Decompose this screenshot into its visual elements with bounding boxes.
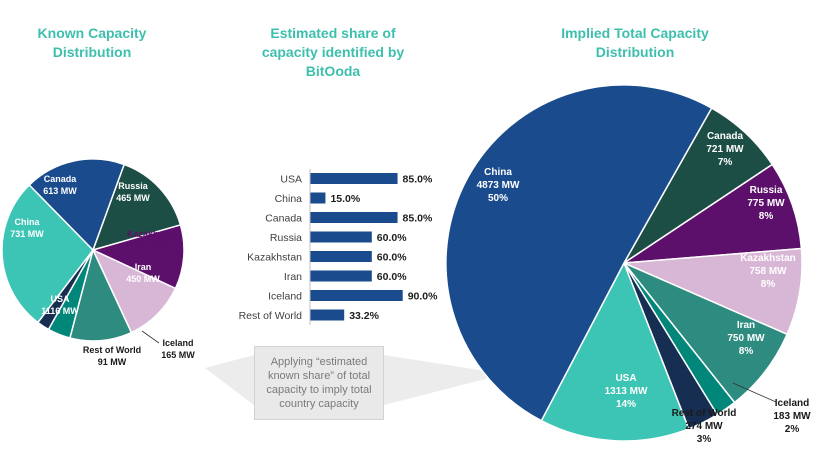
right-pie-iceland-slice-value-label: 183 MW: [773, 411, 811, 422]
bar-iceland: [310, 290, 403, 301]
left-pie-china-slice-value-label: 731 MW: [10, 229, 44, 239]
bar-category-label: Canada: [265, 213, 302, 225]
bar-rest-of-world: [310, 309, 345, 321]
right-pie-kazakhstan-slice-name-label: Kazakhstan: [740, 253, 796, 264]
left-pie-iran-slice-value-label: 450 MW: [126, 274, 160, 284]
right-pie-usa-slice-percent-label: 14%: [616, 399, 636, 410]
bar-category-label: USA: [280, 174, 302, 186]
left-pie-kazakhstan-slice-value-label: 455 MW: [135, 241, 169, 251]
right-pie-kazakhstan-slice-value-label: 758 MW: [749, 266, 787, 277]
bar-category-label: Russia: [270, 232, 302, 244]
right-pie-iran-slice-percent-label: 8%: [739, 346, 754, 357]
left-pie-rest-of-world-slice-value-label: 91 MW: [98, 357, 127, 367]
known-capacity-pie: Canada 613 MW Russia 465 MW Kazakhstan 455 MW…: [1, 158, 195, 367]
right-pie-china-slice-value-label: 4873 MW: [477, 180, 520, 191]
left-pie-slice-russia: [90, 224, 185, 290]
left-pie-russia-slice-value-label: 465 MW: [116, 193, 150, 203]
bar-category-label: China: [275, 193, 303, 205]
bar-category-label: Kazakhstan: [247, 252, 302, 264]
callout-pointer-left: [205, 355, 254, 405]
right-pie-usa-slice-name-label: USA: [615, 373, 636, 384]
bar-value-label: 60.0%: [377, 232, 407, 244]
right-pie-iran-slice-value-label: 750 MW: [727, 333, 765, 344]
bar-value-label: 15.0%: [330, 193, 360, 205]
bar-canada: [310, 212, 398, 223]
bar-category-label: Rest of World: [239, 310, 303, 322]
bar-category-label: Iran: [284, 271, 302, 283]
right-pie-rest-of-world-slice-percent-label: 3%: [697, 434, 712, 445]
right-pie-canada-slice-value-label: 721 MW: [706, 144, 744, 155]
left-pie-iceland-slice-value-label: 165 MW: [161, 350, 195, 360]
estimated-share-bar-chart: USA 85.0% China 15.0% Canada 85.0% Russia 60.0%…: [239, 169, 438, 325]
bar-iran: [310, 270, 372, 282]
right-pie-iceland-slice-name-label: Iceland: [775, 398, 809, 409]
bar-value-label: 90.0%: [408, 291, 438, 303]
right-pie-slice-china: [445, 84, 713, 422]
right-pie-iceland-slice-percent-label: 2%: [785, 424, 800, 435]
left-pie-iceland-slice-name-label: Iceland: [162, 338, 193, 348]
bar-value-label: 33.2%: [349, 310, 379, 322]
title-line: Estimated share of: [270, 25, 396, 41]
left-pie-russia-slice-name-label: Russia: [118, 181, 149, 191]
left-pie-rest-of-world-slice-name-label: Rest of World: [83, 345, 141, 355]
left-pie-usa-slice-value-label: 1116 MW: [41, 306, 79, 316]
right-pie-china-slice-name-label: China: [484, 167, 512, 178]
right-pie-china-slice-percent-label: 50%: [488, 193, 508, 204]
left-pie-iran-slice-name-label: Iran: [135, 262, 152, 272]
bar-category-label: Iceland: [268, 291, 302, 303]
right-pie-canada-slice-percent-label: 7%: [718, 157, 733, 168]
bar-china: [310, 192, 326, 204]
known-capacity-title: Known Capacity Distribution: [12, 24, 172, 62]
implied-capacity-title: Implied Total Capacity Distribution: [535, 24, 735, 62]
bar-usa: [310, 173, 398, 184]
callout-pointers: [205, 355, 505, 405]
callout-box: Applying “estimated known share” of tota…: [254, 346, 384, 420]
left-pie-iceland-leader-line: [141, 330, 160, 344]
left-pie-kazakhstan-slice-name-label: Kazakhstan: [127, 229, 177, 239]
title-line: BitOoda: [305, 63, 361, 79]
right-pie-rest-of-world-slice-name-label: Rest of World: [672, 408, 737, 419]
right-pie-iceland-leader-line: [732, 382, 777, 403]
implied-capacity-pie: Canada 721 MW 7% Russia 775 MW 8% Kazakhstan 75…: [445, 84, 811, 445]
left-pie-china-slice-name-label: China: [14, 217, 40, 227]
callout-pointer-right: [384, 355, 505, 405]
left-pie-canada-slice-value-label: 613 MW: [43, 186, 77, 196]
bar-kazakhstan: [310, 251, 372, 262]
left-pie-slice-kazakhstan: [91, 248, 177, 334]
left-pie-canada-slice-name-label: Canada: [44, 174, 78, 184]
right-pie-russia-slice-percent-label: 8%: [759, 211, 774, 222]
right-pie-canada-slice-name-label: Canada: [707, 131, 744, 142]
right-pie-russia-slice-value-label: 775 MW: [747, 198, 785, 209]
right-pie-slice-russia: [623, 163, 803, 264]
callout-text: Applying “estimated known share” of tota…: [266, 356, 372, 410]
bar-russia: [310, 231, 372, 243]
title-line: Known Capacity: [37, 25, 147, 41]
right-pie-kazakhstan-slice-percent-label: 8%: [761, 279, 776, 290]
right-pie-slice-usa: [540, 261, 690, 442]
bar-value-label: 85.0%: [403, 174, 433, 186]
title-line: Distribution: [52, 44, 132, 60]
left-pie-slice-china: [28, 158, 126, 252]
bar-value-label: 60.0%: [377, 252, 407, 264]
right-pie-iran-slice-name-label: Iran: [737, 320, 755, 331]
left-pie-slice-usa: [1, 183, 94, 324]
title-line: Distribution: [595, 44, 675, 60]
title-line: Implied Total Capacity: [561, 25, 709, 41]
left-pie-slice-canada: [91, 163, 182, 252]
right-pie-usa-slice-value-label: 1313 MW: [605, 386, 648, 397]
right-pie-rest-of-world-slice-value-label: 274 MW: [685, 421, 723, 432]
bar-value-label: 85.0%: [403, 213, 433, 225]
left-pie-usa-slice-name-label: USA: [50, 294, 70, 304]
estimated-share-title: Estimated share of capacity identified b…: [238, 24, 428, 81]
title-line: capacity identified by: [261, 44, 405, 60]
right-pie-russia-slice-name-label: Russia: [750, 185, 783, 196]
bar-value-label: 60.0%: [377, 271, 407, 283]
